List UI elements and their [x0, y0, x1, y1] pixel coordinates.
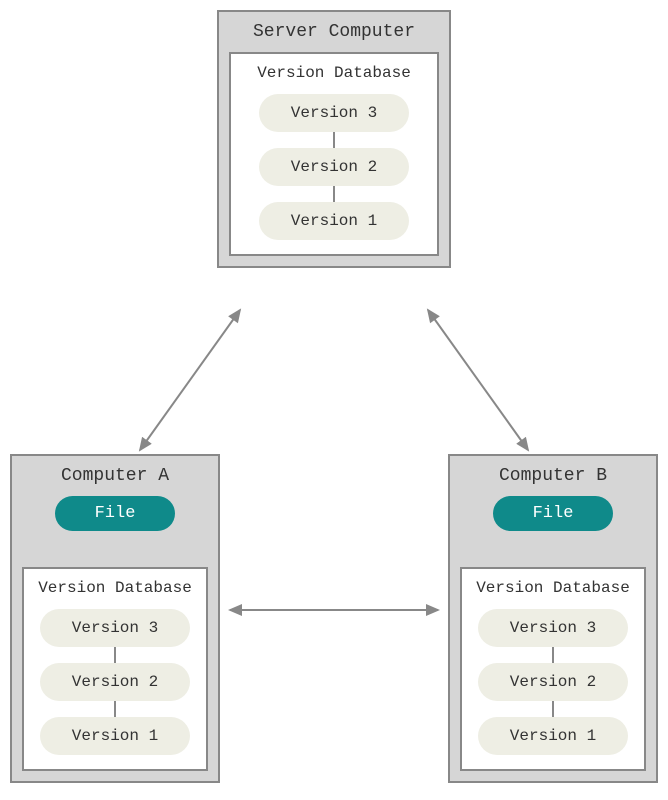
- computer-b-file: File: [493, 496, 613, 531]
- computer-a-title: Computer A: [22, 466, 208, 486]
- computer-a-version-1: Version 1: [40, 717, 190, 755]
- server-version-3: Version 3: [259, 94, 409, 132]
- server-version-1: Version 1: [259, 202, 409, 240]
- computer-a-db-box: Version Database Version 3 Version 2 Ver…: [22, 567, 208, 771]
- connector-line: [114, 647, 116, 663]
- server-db-box: Version Database Version 3 Version 2 Ver…: [229, 52, 439, 256]
- connector-line: [333, 132, 335, 148]
- server-version-2: Version 2: [259, 148, 409, 186]
- server-db-title: Version Database: [241, 64, 427, 82]
- server-computer-box: Server Computer Version Database Version…: [217, 10, 451, 268]
- computer-b-db-box: Version Database Version 3 Version 2 Ver…: [460, 567, 646, 771]
- connector-line: [552, 701, 554, 717]
- computer-b-version-2: Version 2: [478, 663, 628, 701]
- computer-b-version-1: Version 1: [478, 717, 628, 755]
- server-title: Server Computer: [229, 22, 439, 42]
- computer-a-file: File: [55, 496, 175, 531]
- computer-b-db-title: Version Database: [472, 579, 634, 597]
- computer-a-version-3: Version 3: [40, 609, 190, 647]
- computer-b-title: Computer B: [460, 466, 646, 486]
- connector-line: [333, 186, 335, 202]
- connector-line: [552, 647, 554, 663]
- computer-b-version-3: Version 3: [478, 609, 628, 647]
- computer-a-db-title: Version Database: [34, 579, 196, 597]
- connector-line: [114, 701, 116, 717]
- computer-b-box: Computer B File Version Database Version…: [448, 454, 658, 783]
- computer-a-box: Computer A File Version Database Version…: [10, 454, 220, 783]
- computer-a-version-2: Version 2: [40, 663, 190, 701]
